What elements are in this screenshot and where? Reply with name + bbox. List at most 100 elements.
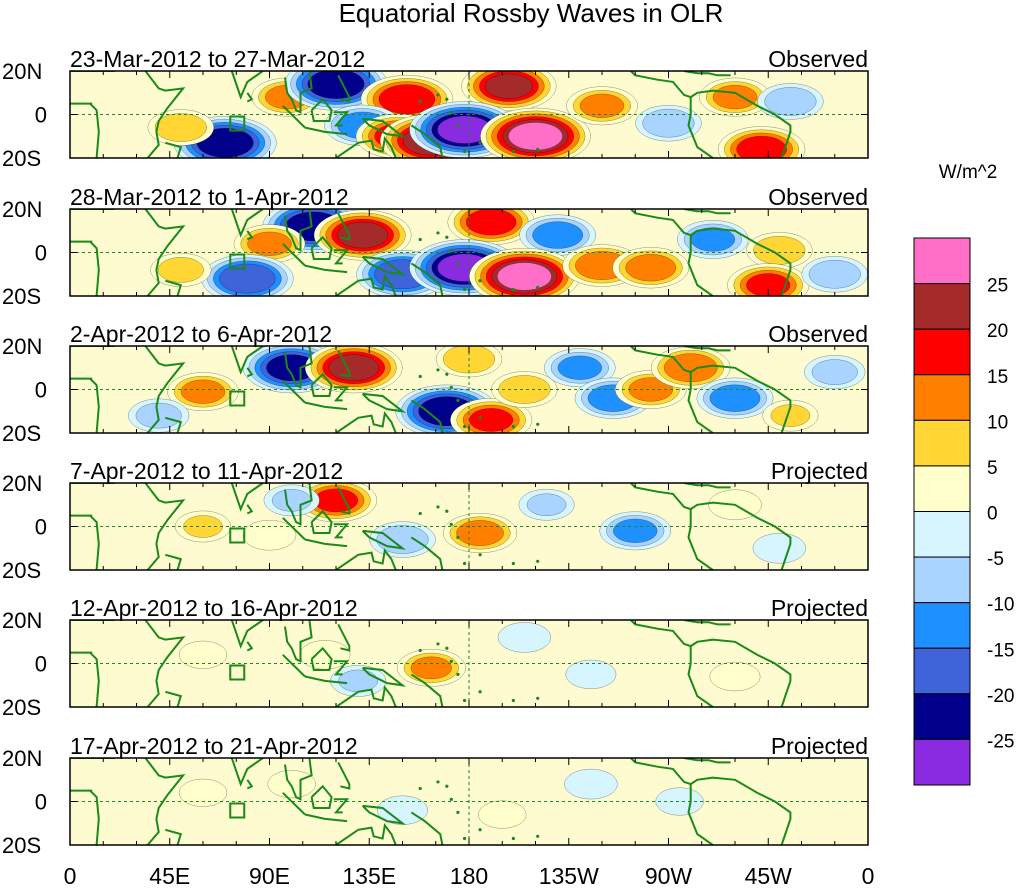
coastline [198,758,264,787]
island-dot [478,279,482,283]
coastline [246,367,254,378]
colorbar-swatch [913,647,971,695]
anomaly-center [150,252,212,287]
island-dot [456,398,460,402]
island-dot [418,237,422,242]
island-dot [436,780,440,784]
panel-4: 20N 0 20S 7-Apr-2012 to 11-Apr-2012 Projecte… [2,458,869,583]
anomaly-center [612,247,690,289]
lat-tick-label: 20N [2,608,42,633]
coastline [683,483,731,489]
island-dot [445,509,449,513]
island-dot [449,797,453,801]
coastline [310,784,333,809]
coastline [687,97,714,158]
contour-level [328,354,380,382]
contour-level [736,135,787,158]
coastline [333,798,350,814]
contour-level [465,209,517,236]
island-dot [536,696,540,700]
colorbar-level-label: 10 [987,412,1008,433]
coastline [310,235,333,260]
region-box [229,527,246,544]
coastline [284,483,313,526]
coastline [410,399,444,433]
lat-tick-label: 0 [35,790,47,815]
lat-tick-label: 20S [2,558,41,583]
island-dot [418,786,422,791]
panels: 20N 0 20S 23-Mar-2012 to 27-Mar-2012 Observe… [2,46,869,858]
contour-level [377,795,428,825]
colorbar-level-label: 15 [987,367,1008,388]
contour-level [456,520,504,546]
coastline [70,651,93,654]
anomaly-center [263,484,320,517]
coastline [687,509,714,570]
contour-level [271,489,312,512]
contour-level [154,113,207,142]
region-box [229,664,246,681]
contour-level [267,770,316,799]
anomaly-center [480,107,591,158]
island-dot [462,287,467,292]
panel-period: 17-Apr-2012 to 21-Apr-2012 [70,733,358,759]
anomaly-center [565,659,617,689]
lat-tick-label: 20S [2,146,41,171]
contour-level [157,257,204,283]
island-dot [478,416,482,420]
island-dot [449,659,453,663]
panel-status: Projected [771,458,868,484]
coastline [284,209,313,252]
contour-level [299,640,351,670]
colorbar-level-label: -15 [987,640,1014,661]
anomaly-center [762,399,819,432]
coastline [246,92,254,103]
island-dot [436,642,440,646]
coastline [246,504,254,515]
contour-level [178,640,228,669]
coastline [246,230,254,241]
coastline [70,377,93,380]
lat-tick-label: 0 [35,652,47,677]
coastline [282,380,306,404]
lon-tick-label: 135E [342,863,396,889]
coastlines [70,346,792,433]
island-dot [511,698,515,703]
coastline [337,623,351,652]
anomaly-center [267,770,316,799]
anomaly-center [304,346,403,394]
coastline [310,97,333,122]
coastline [361,529,407,550]
anomaly-field [128,346,866,433]
coastline [165,553,183,570]
coastline [304,813,348,823]
island-dot [449,110,453,114]
region-box [229,115,246,132]
coastline [335,410,397,433]
anomaly-center [167,372,239,412]
coastline [335,547,397,570]
coastline [310,509,333,534]
lon-tick-label: 45W [745,863,793,889]
anomaly-center [178,640,228,669]
anomaly-center [727,263,810,296]
lon-tick-label: 135W [539,863,599,889]
island-dot [478,690,482,694]
contour-level [557,355,603,380]
coastlines [70,758,792,845]
coastline [687,646,714,707]
coastline [687,235,714,296]
colorbar-level-label: -25 [987,731,1014,752]
island-dot [445,235,449,239]
panel-2: 20N 0 20S 28-Mar-2012 to 1-Apr-2012 Observed [2,184,869,309]
island-dot [462,149,467,154]
lat-tick-label: 20N [2,334,42,359]
coastline [687,372,714,433]
coastline [246,779,254,790]
island-dot [418,374,422,379]
coastlines [70,620,792,707]
coastline [337,486,351,515]
coastline [630,346,792,433]
anomaly-center [461,71,557,112]
